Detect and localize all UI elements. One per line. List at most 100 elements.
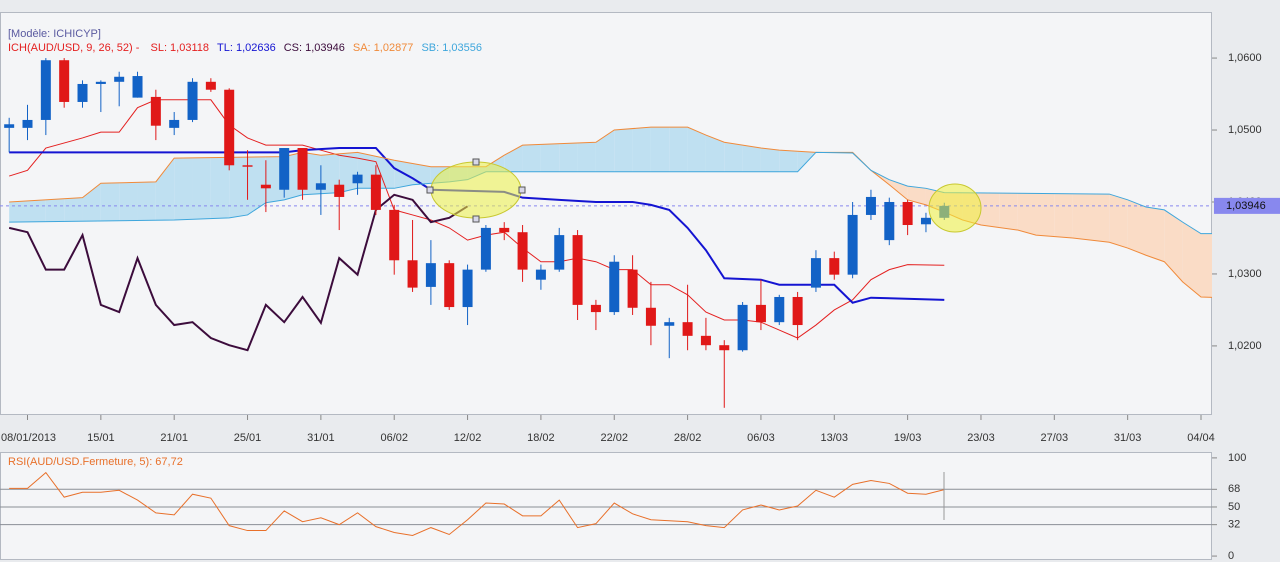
candle-body (95, 81, 106, 84)
y-tick-label: 50 (1228, 501, 1240, 513)
rsi-title: RSI(AUD/USD.Fermeture, 5): 67,72 (8, 456, 183, 468)
cloud (632, 127, 651, 172)
candle-body (224, 89, 235, 166)
x-tick-label: 25/01 (234, 432, 262, 444)
candle-body (774, 296, 785, 323)
x-tick-label: 28/02 (674, 432, 702, 444)
candle-body (279, 148, 290, 190)
cloud (779, 150, 798, 172)
handle (426, 186, 434, 194)
candle-body (792, 296, 803, 326)
candle-body (682, 322, 693, 336)
candle-body (572, 235, 583, 305)
candle-body (829, 258, 840, 275)
x-tick-label: 06/03 (747, 432, 775, 444)
x-tick-label: 22/02 (600, 432, 628, 444)
x-tick-label: 31/01 (307, 432, 335, 444)
cloud (247, 156, 266, 215)
cloud (119, 182, 138, 221)
candle-body (150, 96, 161, 126)
y-tick-label: 100 (1228, 452, 1246, 464)
candle-body (389, 209, 400, 261)
cloud (9, 200, 28, 223)
main-marks (0, 58, 1212, 408)
cloud (724, 142, 743, 172)
candle-body (517, 232, 528, 270)
candle-body (4, 124, 15, 128)
indicator-line (9, 147, 945, 304)
cloud (1090, 193, 1110, 243)
legend-entry: SL: 1,03118 (150, 42, 209, 54)
cloud (1072, 193, 1091, 241)
x-tick-label: 15/01 (87, 432, 115, 444)
candle-body (737, 304, 748, 351)
candle-body (297, 148, 308, 190)
x-tick-label: 18/02 (527, 432, 555, 444)
candle-body (865, 196, 876, 215)
cloud (595, 130, 615, 172)
candle-body (847, 214, 858, 275)
candle-body (260, 184, 271, 189)
candle-body (627, 269, 638, 308)
cloud (82, 183, 101, 222)
cloud (577, 142, 596, 172)
legend-entry: TL: 1,02636 (217, 42, 276, 54)
cloud (540, 143, 560, 172)
legend-entry: CS: 1,03946 (284, 42, 345, 54)
indicator-line (9, 151, 1212, 235)
cloud (650, 127, 670, 172)
x-tick-label: 21/01 (160, 432, 188, 444)
x-tick-label: 31/03 (1114, 432, 1142, 444)
cloud (1164, 209, 1183, 282)
rsi-plot-area (0, 452, 1212, 560)
cloud (760, 148, 780, 172)
chart-title: [Modèle: ICHICYP] (8, 28, 101, 40)
cloud (1109, 194, 1128, 249)
cloud (705, 135, 725, 172)
cloud (907, 186, 926, 205)
candle-body (645, 307, 656, 326)
handle (518, 186, 526, 194)
candle-body (169, 119, 180, 128)
candle-body (425, 263, 436, 287)
candle-body (499, 227, 510, 233)
y-tick-label: 1,0300 (1228, 268, 1262, 280)
highlight-ellipse (430, 161, 522, 219)
y-tick-label: 1,0600 (1228, 52, 1262, 64)
candle-body (884, 201, 895, 241)
candle-body (315, 183, 326, 190)
cloud (229, 157, 248, 218)
x-tick-label: 08/01/2013 (1, 432, 56, 444)
cloud (1200, 233, 1212, 298)
legend-entry: SA: 1,02877 (353, 42, 414, 54)
candle-body (22, 119, 33, 128)
cloud (1182, 222, 1201, 297)
cloud (669, 127, 688, 172)
cloud (522, 144, 541, 172)
cloud (999, 193, 1018, 231)
candle-body (554, 235, 565, 270)
cloud (192, 157, 211, 220)
cloud (742, 145, 761, 172)
cloud (27, 199, 46, 222)
candle-body (370, 174, 381, 210)
candle-body (59, 60, 70, 102)
cloud (45, 198, 65, 222)
candle-body (609, 261, 620, 313)
candle-body (480, 227, 491, 270)
candle-body (719, 345, 730, 351)
candle-body (334, 184, 345, 197)
candle-body (407, 260, 418, 288)
cloud (1054, 193, 1073, 238)
candle-body (77, 83, 88, 102)
candle-body (902, 201, 913, 226)
cloud (559, 142, 578, 172)
candle-body (205, 81, 216, 90)
y-tick-label: 32 (1228, 519, 1240, 531)
rsi-marks (0, 471, 1212, 536)
candle-body (114, 76, 125, 82)
y-tick-label: 68 (1228, 483, 1240, 495)
cloud (614, 128, 633, 172)
x-tick-label: 27/03 (1041, 432, 1069, 444)
